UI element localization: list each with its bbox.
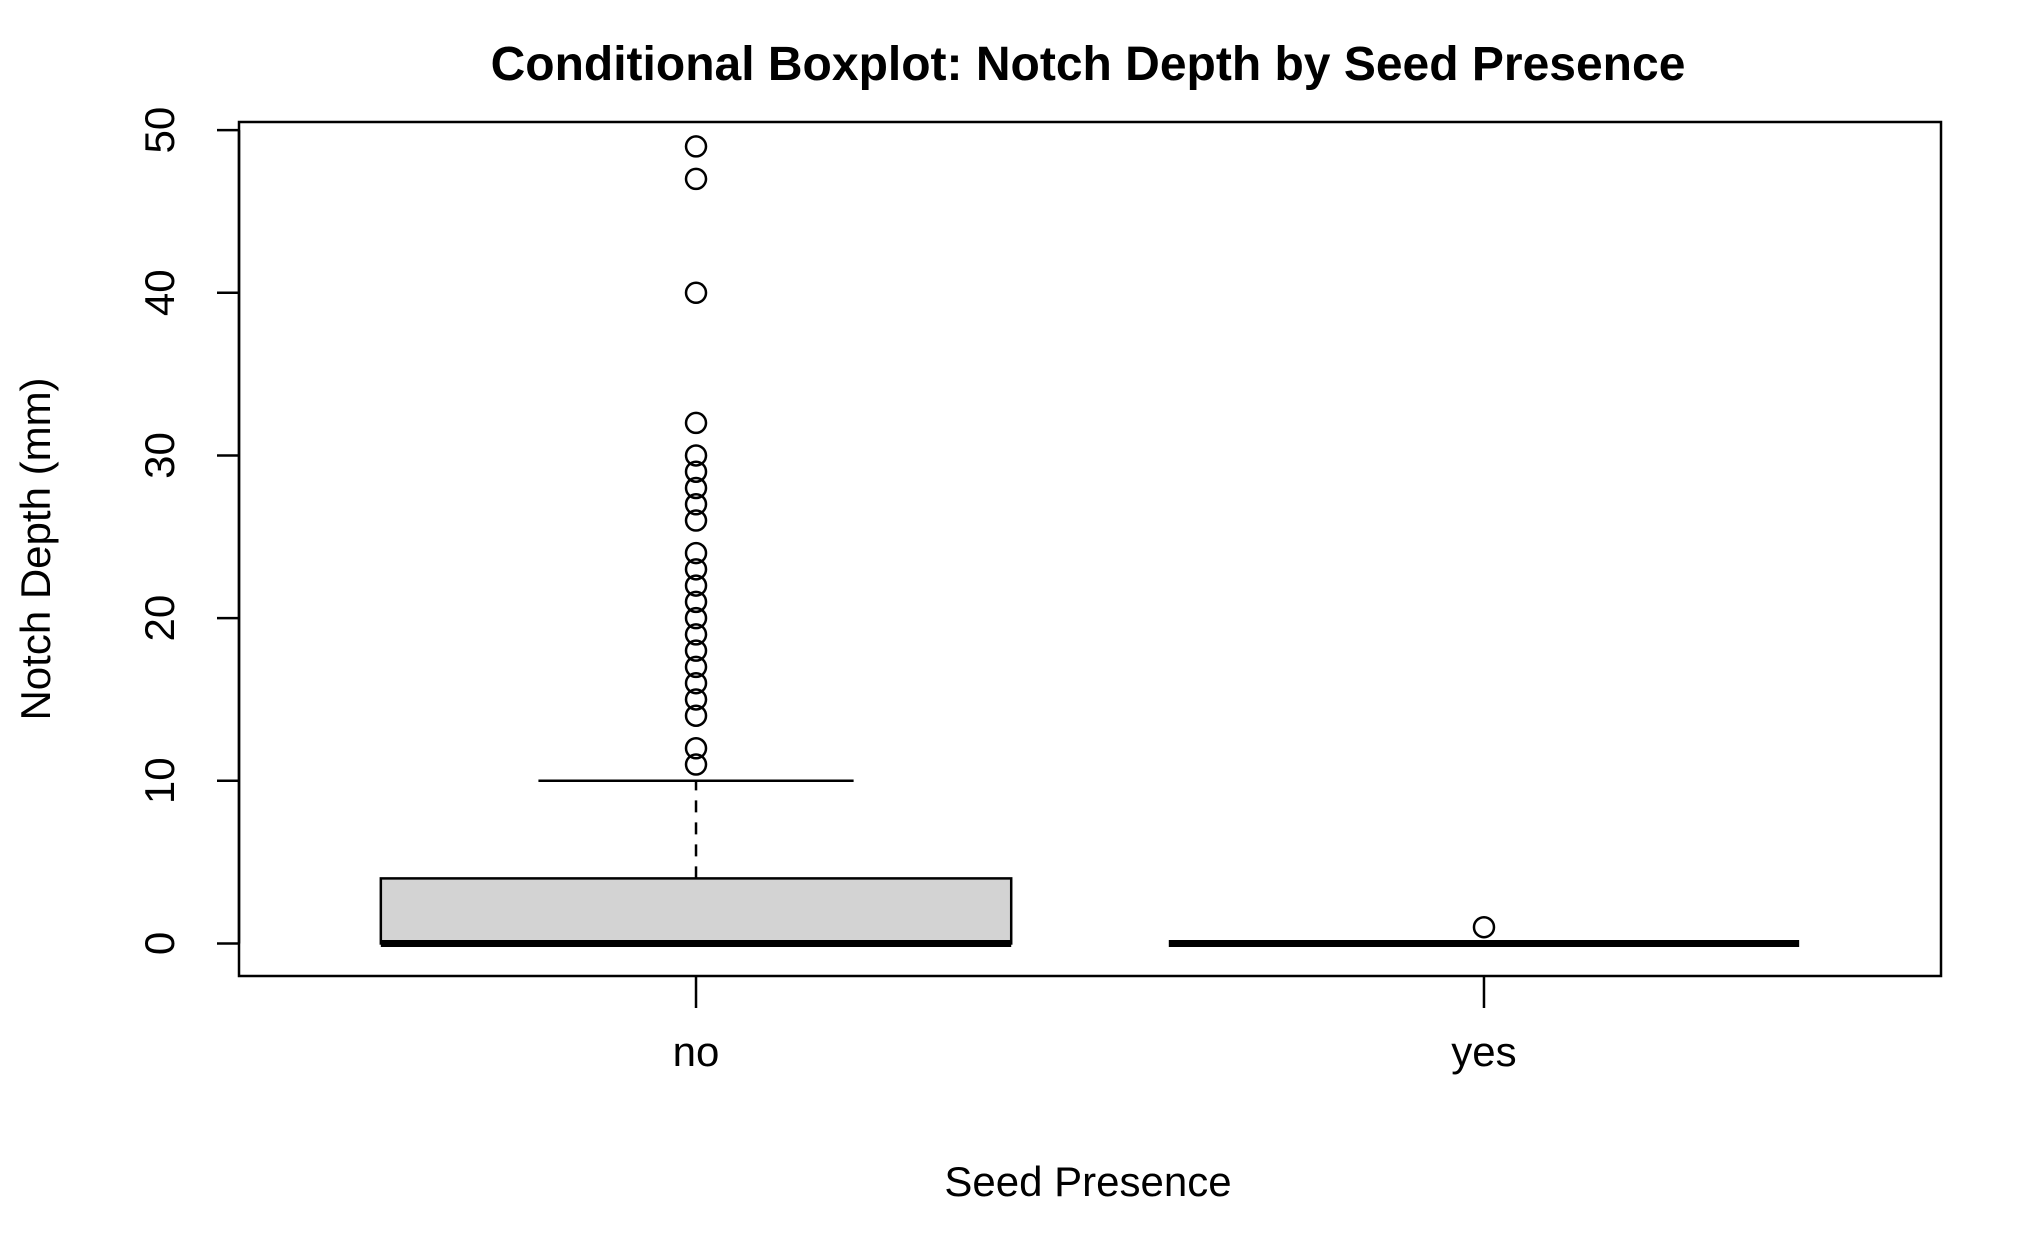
y-axis-label: Notch Depth (mm) — [12, 377, 59, 720]
outlier-point-no — [684, 541, 708, 565]
y-tick-label: 30 — [136, 432, 183, 479]
outlier-point-no — [684, 590, 708, 614]
outlier-point-no — [684, 655, 708, 679]
outlier-point-no — [684, 753, 708, 776]
y-axis: 0 10 20 30 40 50 — [136, 107, 241, 955]
outlier-point-no — [684, 460, 708, 483]
outlier-point-no — [684, 688, 708, 711]
outlier-point-no — [684, 623, 708, 646]
y-tick-label: 50 — [136, 107, 183, 154]
outlier-point-no — [684, 558, 708, 581]
outlier-point-no — [684, 574, 708, 597]
outlier-point-no — [684, 493, 708, 516]
y-tick-label: 0 — [136, 932, 183, 955]
chart-title: Conditional Boxplot: Notch Depth by Seed… — [491, 38, 1686, 91]
x-tick-label-yes: yes — [1451, 1028, 1516, 1075]
y-tick-label: 10 — [136, 757, 183, 804]
outlier-point-no — [684, 167, 708, 191]
outlier-point-no — [684, 281, 708, 305]
outlier-point-no — [684, 444, 708, 467]
x-axis-label: Seed Presence — [944, 1158, 1231, 1205]
outlier-point-no — [684, 704, 708, 727]
outlier-point-no — [684, 509, 708, 532]
outlier-point-no — [684, 476, 708, 500]
outlier-point-no — [684, 737, 708, 760]
outlier-point-no — [684, 606, 708, 630]
outlier-point-no — [684, 411, 708, 435]
y-tick-label: 20 — [136, 595, 183, 642]
boxes-layer — [379, 135, 1800, 947]
plot-frame — [237, 120, 1943, 978]
outlier-point-no — [684, 135, 708, 158]
outlier-point-yes — [1472, 915, 1496, 939]
outlier-point-no — [684, 671, 708, 695]
box-no — [379, 877, 1013, 945]
outlier-point-no — [684, 639, 708, 662]
x-tick-label-no: no — [673, 1028, 720, 1075]
x-axis: no yes — [673, 976, 1517, 1075]
y-tick-label: 40 — [136, 269, 183, 316]
